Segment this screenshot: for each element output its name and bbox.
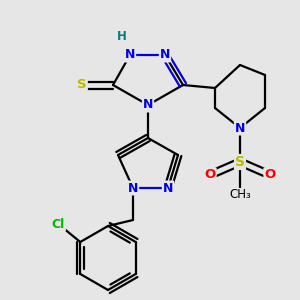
Text: N: N [143, 98, 153, 112]
Text: N: N [125, 49, 135, 62]
Text: N: N [128, 182, 138, 194]
Text: S: S [235, 155, 245, 169]
Text: N: N [160, 49, 170, 62]
Text: O: O [264, 169, 276, 182]
Text: O: O [204, 169, 216, 182]
Text: H: H [117, 31, 127, 44]
Text: N: N [235, 122, 245, 134]
Text: Cl: Cl [52, 218, 65, 230]
Text: S: S [77, 79, 87, 92]
Text: N: N [163, 182, 173, 194]
Text: CH₃: CH₃ [229, 188, 251, 202]
